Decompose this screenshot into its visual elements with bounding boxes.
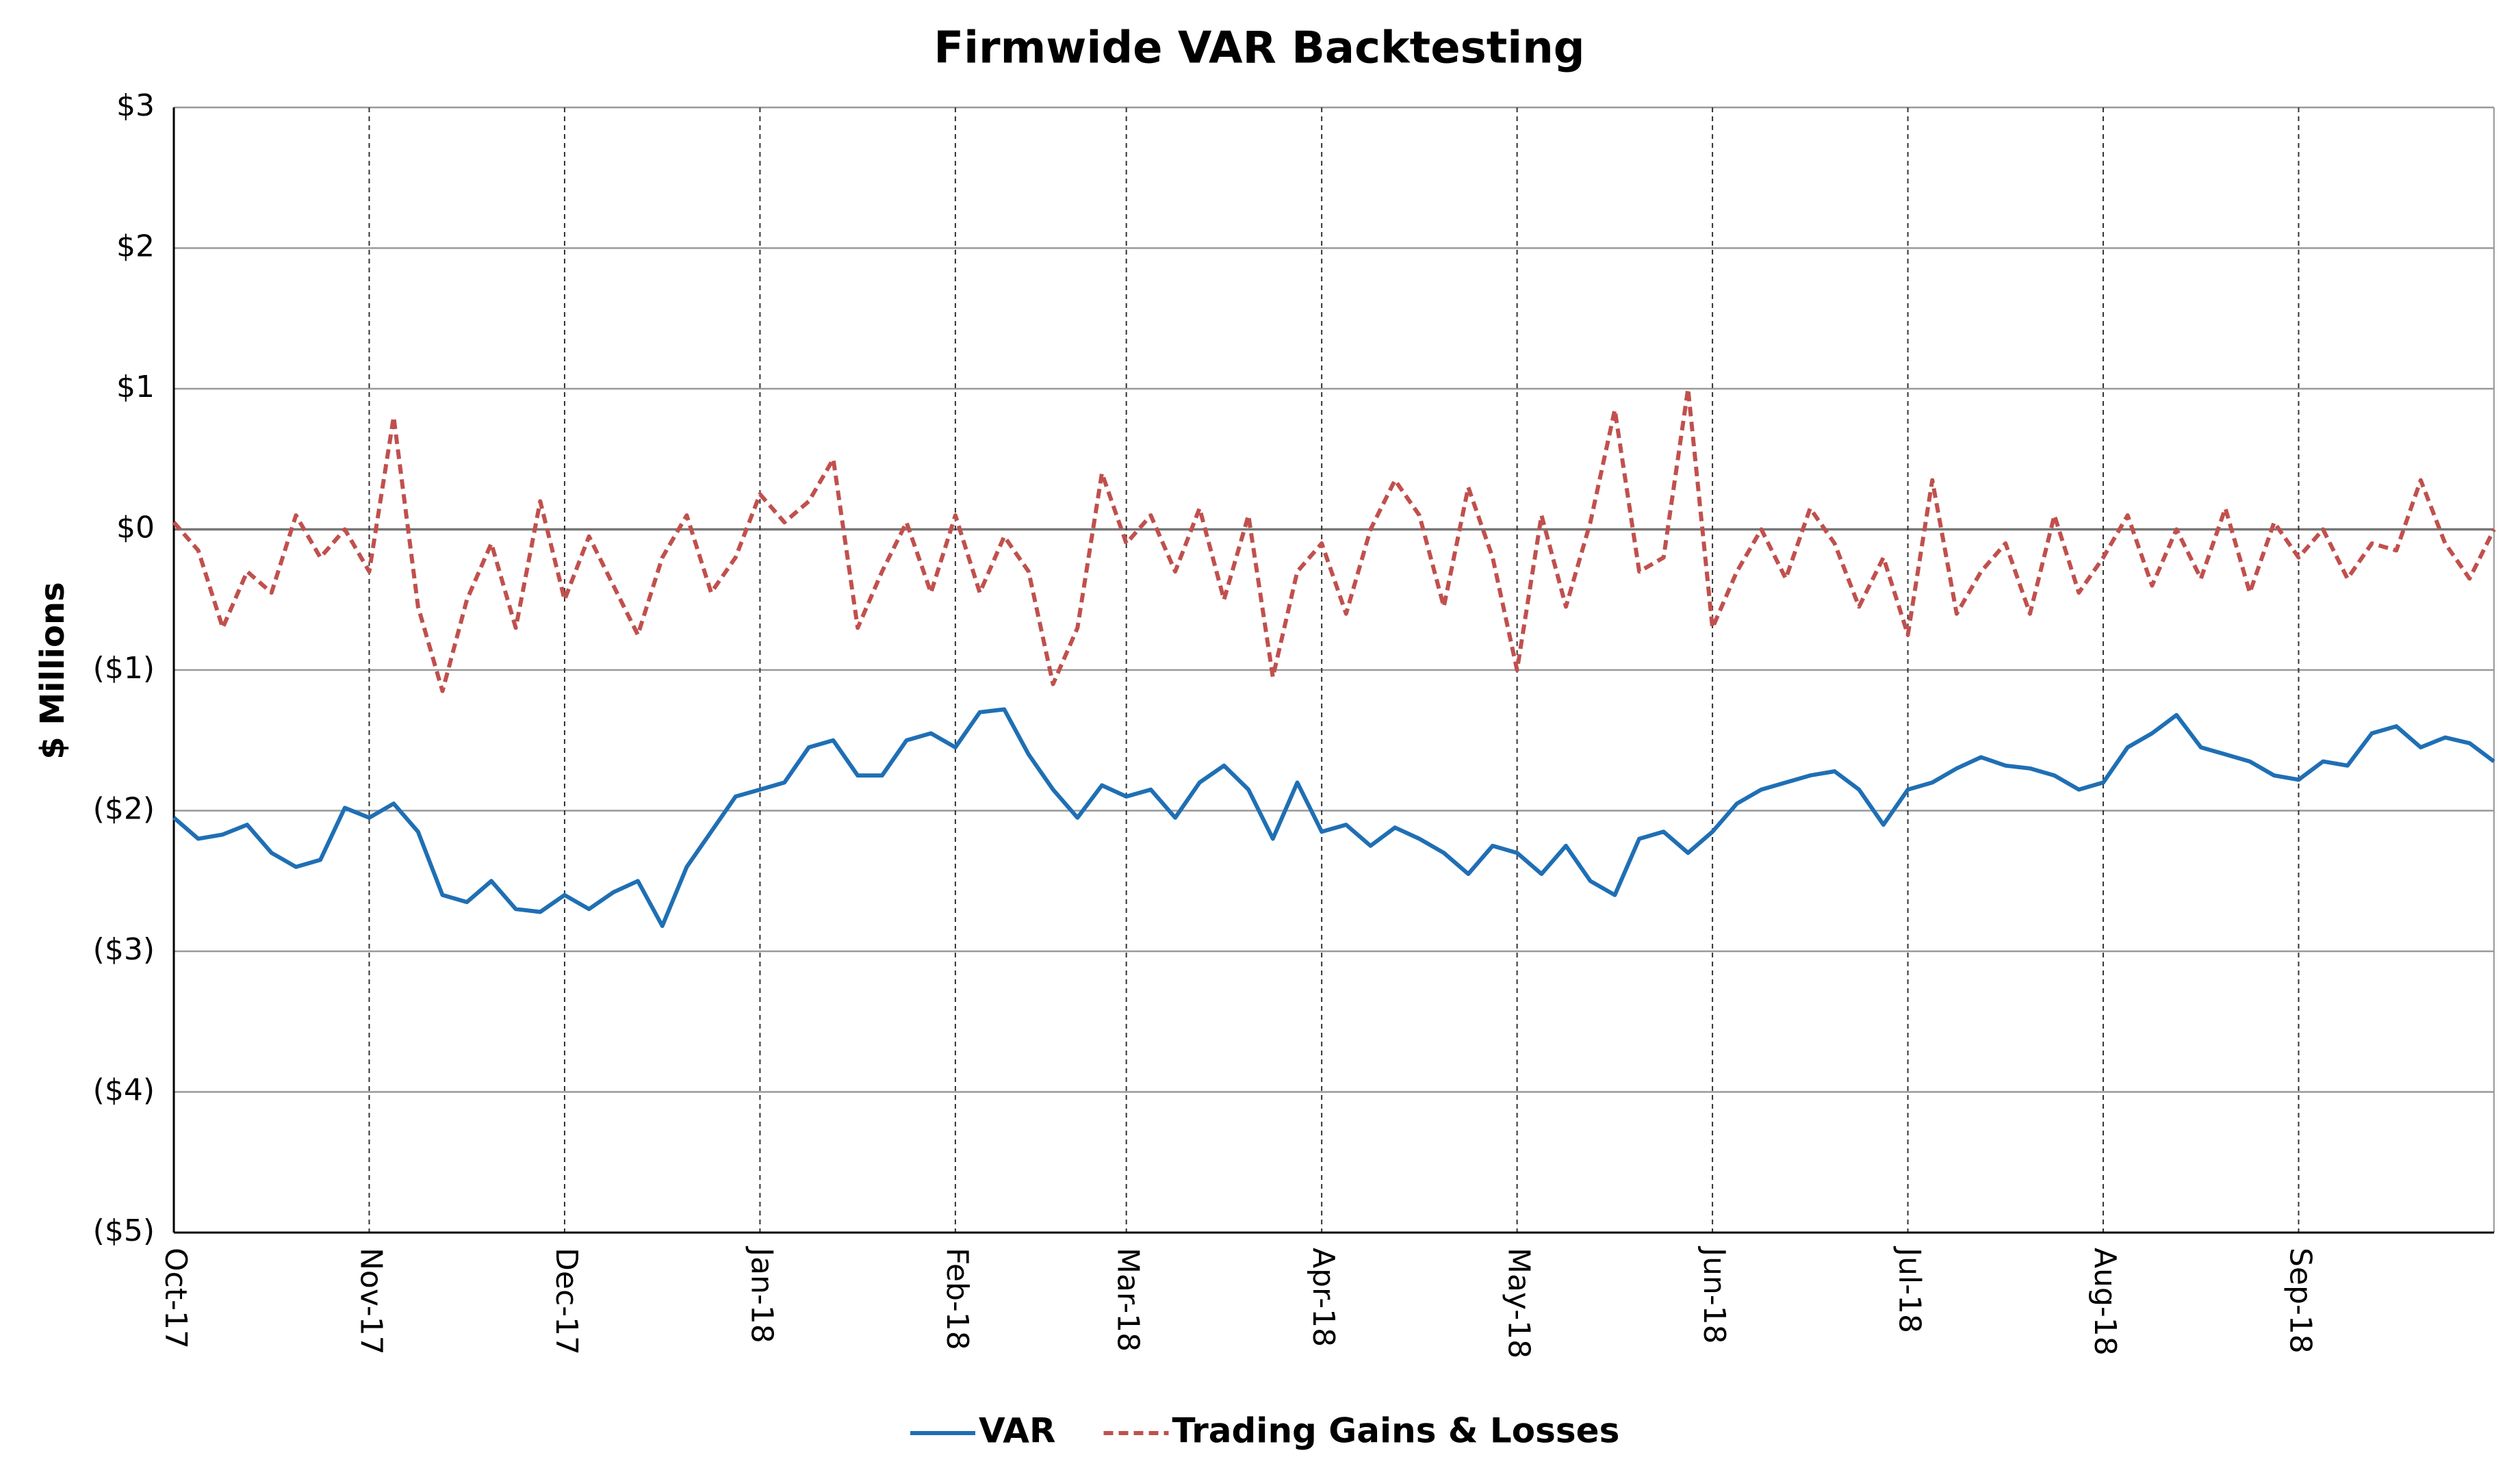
series-line — [172, 707, 2495, 928]
y-tick-label: ($5) — [93, 1213, 155, 1248]
y-axis-label: $ Millions — [34, 582, 72, 759]
x-tick-label: Jul-18 — [1892, 1246, 1927, 1333]
y-tick-label: ($2) — [93, 792, 155, 827]
x-tick-label: Feb-18 — [940, 1248, 975, 1350]
y-tick-label: $1 — [116, 370, 155, 404]
series-line — [172, 387, 2496, 693]
y-tick-label: $3 — [116, 88, 155, 123]
y-tick-label: $2 — [116, 229, 155, 264]
y-tick-label: ($4) — [93, 1073, 155, 1108]
chart-title: Firmwide VAR Backtesting — [934, 23, 1584, 74]
y-tick-label: ($1) — [93, 651, 155, 686]
legend-label: VAR — [979, 1411, 1056, 1451]
x-tick-label: Dec-17 — [549, 1248, 584, 1355]
x-tick-label: Jun-18 — [1697, 1246, 1732, 1344]
x-tick-label: Oct-17 — [158, 1248, 193, 1349]
x-tick-label: May-18 — [1502, 1248, 1537, 1358]
x-tick-label: Jan-18 — [744, 1246, 779, 1343]
y-tick-label: $0 — [116, 511, 155, 545]
y-tick-label: ($3) — [93, 932, 155, 967]
x-tick-label: Sep-18 — [2283, 1248, 2318, 1354]
x-tick-label: Aug-18 — [2087, 1248, 2122, 1356]
legend-label: Trading Gains & Losses — [1172, 1411, 1620, 1451]
x-tick-label: Mar-18 — [1111, 1248, 1146, 1352]
x-tick-label: Nov-17 — [353, 1248, 388, 1355]
x-tick-label: Apr-18 — [1306, 1248, 1341, 1347]
